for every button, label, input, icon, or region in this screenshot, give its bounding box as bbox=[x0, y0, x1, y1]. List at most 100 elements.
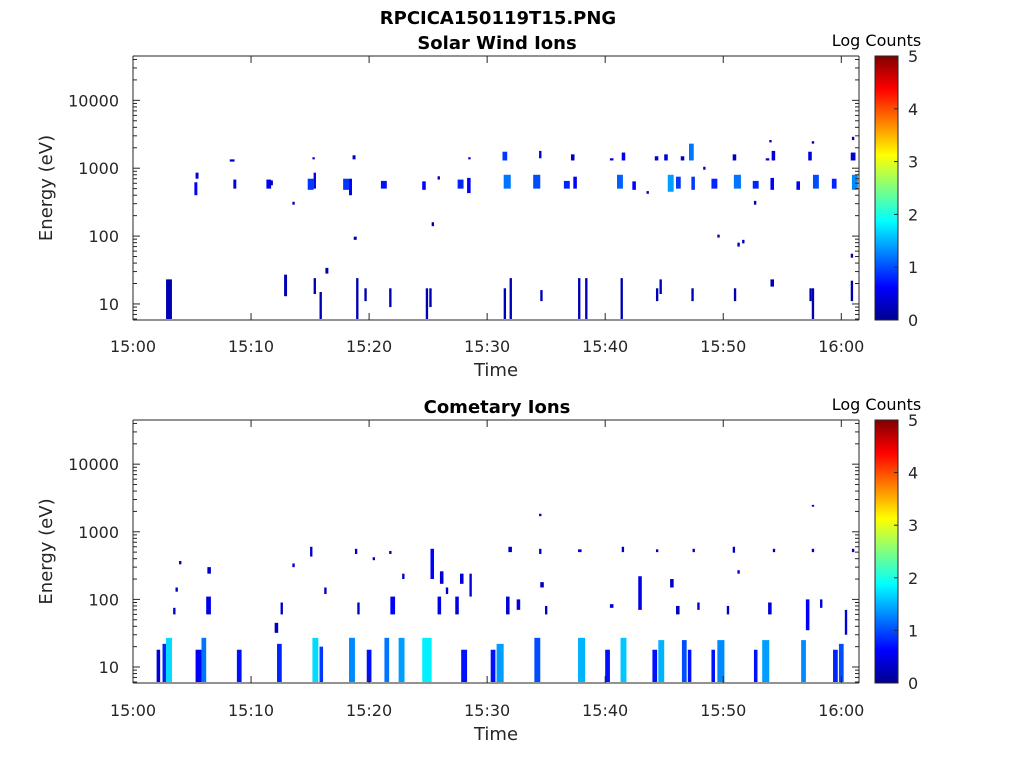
colorbar-title: Log Counts bbox=[832, 31, 922, 50]
y-tick-label: 10 bbox=[99, 295, 119, 314]
data-cell bbox=[737, 570, 740, 574]
data-cell bbox=[280, 602, 283, 615]
data-cell bbox=[508, 546, 512, 553]
x-tick-label: 15:20 bbox=[346, 337, 392, 356]
data-cell bbox=[844, 609, 848, 635]
data-cell bbox=[168, 279, 172, 319]
data-cell bbox=[717, 640, 725, 683]
colorbar-tick-label: 3 bbox=[908, 516, 918, 535]
data-cell bbox=[349, 637, 355, 683]
data-cell bbox=[437, 176, 440, 180]
data-cell bbox=[229, 159, 235, 162]
colorbar-tick-label: 1 bbox=[908, 258, 918, 277]
x-tick-label: 15:00 bbox=[110, 701, 156, 720]
data-cell bbox=[768, 602, 772, 615]
colorbar-tick-label: 2 bbox=[908, 205, 918, 224]
data-cell bbox=[266, 179, 272, 189]
data-cell bbox=[313, 172, 316, 189]
data-cell bbox=[609, 158, 614, 161]
data-cell bbox=[659, 279, 662, 295]
data-cell bbox=[195, 172, 199, 179]
data-cell bbox=[838, 643, 844, 682]
colorbar-tick-label: 4 bbox=[908, 464, 918, 483]
data-cell bbox=[201, 637, 207, 683]
data-cell bbox=[162, 643, 167, 682]
data-cell bbox=[652, 649, 658, 682]
data-cell bbox=[717, 234, 720, 238]
data-cell bbox=[771, 150, 776, 161]
data-cell bbox=[506, 596, 510, 615]
data-cell bbox=[831, 178, 837, 189]
data-cell bbox=[570, 154, 575, 161]
x-tick-label: 15:50 bbox=[700, 337, 746, 356]
data-cell bbox=[578, 549, 582, 553]
data-cell bbox=[851, 136, 855, 141]
data-cells bbox=[156, 504, 855, 683]
colorbar-tick-label: 0 bbox=[908, 311, 918, 330]
data-cell bbox=[312, 157, 315, 160]
data-cell bbox=[364, 288, 367, 302]
data-cell bbox=[236, 649, 242, 682]
data-cell bbox=[467, 177, 471, 194]
data-cell bbox=[563, 180, 570, 189]
data-cell bbox=[621, 152, 626, 161]
x-axis-label: Time bbox=[473, 360, 518, 381]
y-tick-label: 100 bbox=[88, 227, 119, 246]
data-cell bbox=[544, 605, 548, 615]
x-tick-label: 15:10 bbox=[228, 337, 274, 356]
data-cell bbox=[460, 573, 464, 584]
y-tick-label: 10000 bbox=[68, 91, 119, 110]
data-cell bbox=[194, 182, 198, 196]
data-cell bbox=[445, 587, 449, 595]
x-tick-label: 15:30 bbox=[464, 701, 510, 720]
data-cell bbox=[173, 607, 176, 615]
colorbar: Log Counts 0 1 2 3 4 5 bbox=[832, 395, 922, 693]
data-cell bbox=[503, 174, 511, 189]
data-cell bbox=[389, 288, 392, 308]
data-cell bbox=[770, 177, 774, 190]
data-cell bbox=[733, 174, 741, 189]
data-cell bbox=[578, 637, 586, 683]
colorbar-tick-label: 2 bbox=[908, 569, 918, 588]
data-cell bbox=[356, 278, 359, 319]
data-cell bbox=[703, 166, 706, 170]
data-cell bbox=[809, 288, 812, 302]
data-cell bbox=[621, 546, 625, 553]
y-axis-label: Energy (eV) bbox=[36, 135, 57, 241]
panels-group: Solar Wind Ions 15:00 15:10 15:20 15:30 15:40… bbox=[36, 31, 921, 745]
data-cell bbox=[509, 278, 512, 319]
x-tick-label: 16:00 bbox=[818, 701, 864, 720]
data-cell bbox=[805, 599, 810, 631]
colorbar: Log Counts 0 1 2 3 4 5 bbox=[832, 31, 922, 330]
data-cell bbox=[534, 637, 541, 683]
data-cell bbox=[540, 582, 544, 588]
colorbar-title: Log Counts bbox=[832, 395, 922, 414]
data-cell bbox=[654, 156, 659, 161]
data-cell bbox=[354, 548, 358, 554]
data-cell bbox=[312, 637, 319, 683]
data-cell bbox=[431, 222, 435, 227]
plot-area bbox=[133, 56, 859, 320]
x-tick-label: 15:50 bbox=[700, 701, 746, 720]
data-cell bbox=[697, 602, 700, 610]
figure-title: RPCICA150119T15.PNG bbox=[380, 8, 616, 29]
data-cell bbox=[319, 291, 322, 319]
colorbar-gradient bbox=[874, 419, 899, 684]
colorbar-tick-label: 5 bbox=[908, 411, 918, 430]
data-cell bbox=[617, 174, 623, 189]
data-cell bbox=[468, 157, 471, 160]
data-cell bbox=[850, 280, 854, 302]
data-cell bbox=[269, 180, 273, 186]
data-cell bbox=[772, 548, 776, 553]
data-cell bbox=[352, 155, 356, 160]
data-cell bbox=[752, 180, 759, 189]
data-cell bbox=[820, 599, 823, 608]
data-cell bbox=[540, 290, 543, 302]
data-cell bbox=[156, 649, 161, 682]
data-cell bbox=[664, 154, 668, 161]
x-tick-label: 15:10 bbox=[228, 701, 274, 720]
data-cell bbox=[469, 573, 472, 597]
data-cell bbox=[313, 278, 316, 295]
